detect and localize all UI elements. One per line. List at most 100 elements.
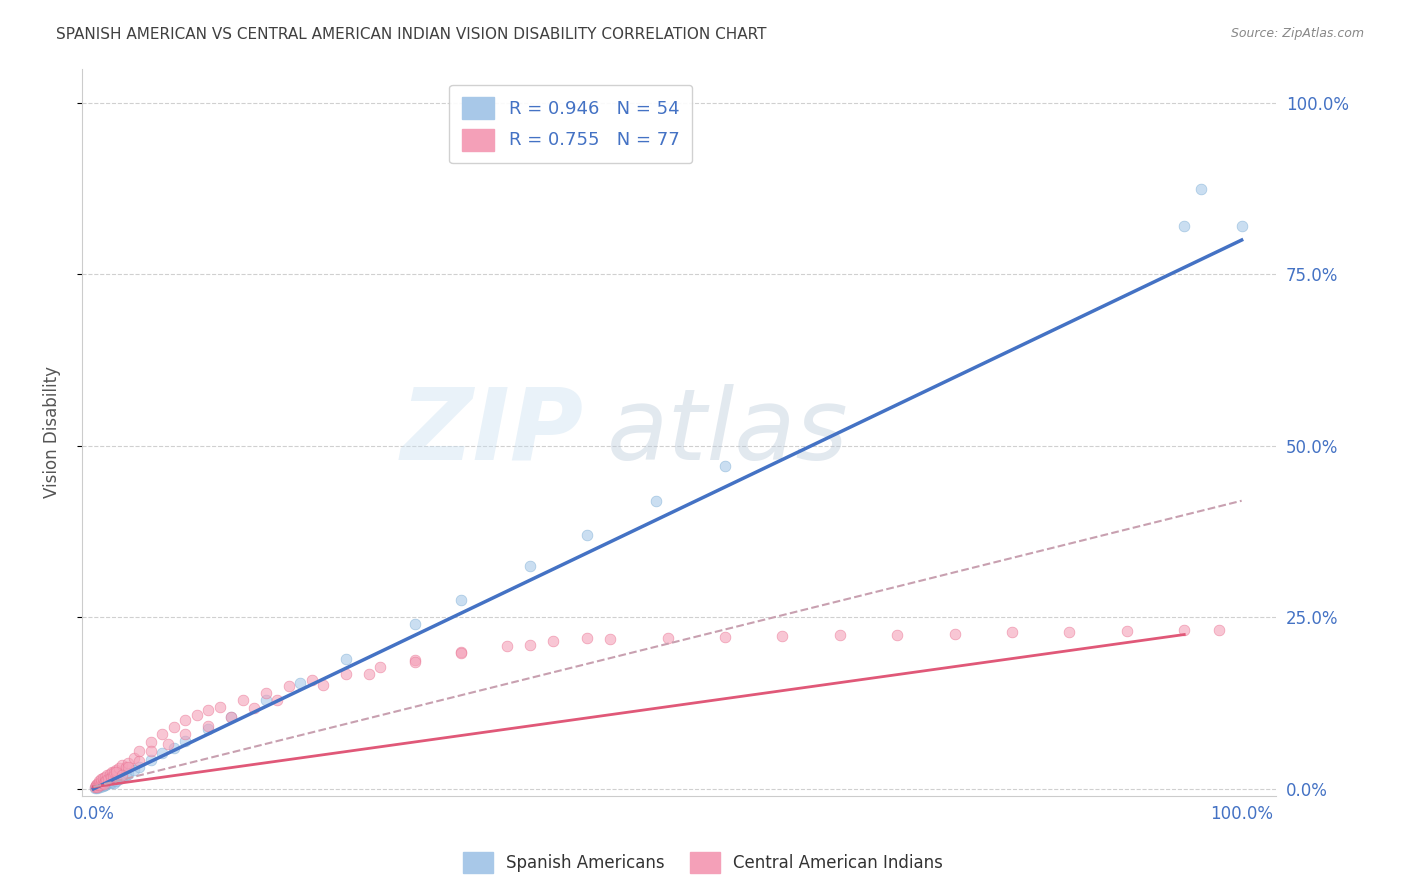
Point [174,713,197,727]
Point [100,772,122,787]
Point [128,744,150,758]
Point [370,660,392,674]
Point [404,617,426,632]
Point [114,768,136,782]
Point [94,774,117,789]
Point [1173,219,1195,234]
Point [943,627,966,641]
Point [1115,624,1137,639]
Point [104,772,127,787]
Point [117,760,139,774]
Point [111,768,134,782]
Point [1191,181,1213,195]
Legend: Spanish Americans, Central American Indians: Spanish Americans, Central American Indi… [457,846,949,880]
Point [576,528,599,542]
Point [599,632,621,647]
Point [163,740,186,755]
Point [197,722,219,736]
Point [111,757,134,772]
Point [84,780,107,794]
Point [122,751,145,765]
Point [163,720,186,734]
Point [87,779,110,793]
Point [94,775,117,789]
Point [83,780,105,794]
Y-axis label: Vision Disability: Vision Disability [44,366,60,498]
Point [87,780,110,794]
Point [98,774,121,789]
Point [404,653,426,667]
Point [243,701,266,715]
Point [186,707,208,722]
Point [96,768,118,782]
Point [89,776,111,790]
Text: Source: ZipAtlas.com: Source: ZipAtlas.com [1230,27,1364,40]
Point [103,775,125,789]
Point [90,775,112,789]
Point [174,734,197,748]
Point [111,770,134,784]
Point [254,692,277,706]
Point [277,679,299,693]
Point [150,727,173,741]
Point [450,645,472,659]
Point [197,703,219,717]
Legend: R = 0.946   N = 54, R = 0.755   N = 77: R = 0.946 N = 54, R = 0.755 N = 77 [450,85,692,163]
Point [128,760,150,774]
Point [770,629,793,643]
Point [139,753,162,767]
Point [219,710,242,724]
Point [103,764,125,779]
Point [128,755,150,769]
Point [101,765,124,780]
Point [312,678,335,692]
Point [93,777,115,791]
Point [150,746,173,760]
Point [208,699,231,714]
Point [89,779,111,793]
Point [96,775,118,789]
Point [94,779,117,793]
Point [89,776,111,790]
Point [519,558,541,573]
Point [117,756,139,770]
Point [91,779,114,793]
Point [886,627,908,641]
Point [87,778,110,792]
Point [357,666,380,681]
Point [105,774,128,789]
Point [657,631,679,645]
Point [1230,219,1253,234]
Point [98,766,121,780]
Point [157,737,180,751]
Text: ZIP: ZIP [401,384,583,481]
Point [450,593,472,607]
Point [89,773,111,788]
Point [576,631,599,645]
Point [107,772,129,786]
Point [519,638,541,652]
Point [96,773,118,788]
Point [86,779,108,793]
Text: atlas: atlas [607,384,849,481]
Point [84,779,107,793]
Point [94,776,117,790]
Point [100,770,122,784]
Point [1059,624,1081,639]
Point [232,692,254,706]
Point [1208,623,1230,637]
Point [107,761,129,775]
Point [495,639,517,653]
Point [101,775,124,789]
Point [1173,624,1195,638]
Point [114,760,136,774]
Point [828,628,851,642]
Point [541,634,564,648]
Point [335,666,357,681]
Point [91,775,114,789]
Point [335,651,357,665]
Point [254,686,277,700]
Point [122,763,145,777]
Point [84,779,107,793]
Point [101,773,124,788]
